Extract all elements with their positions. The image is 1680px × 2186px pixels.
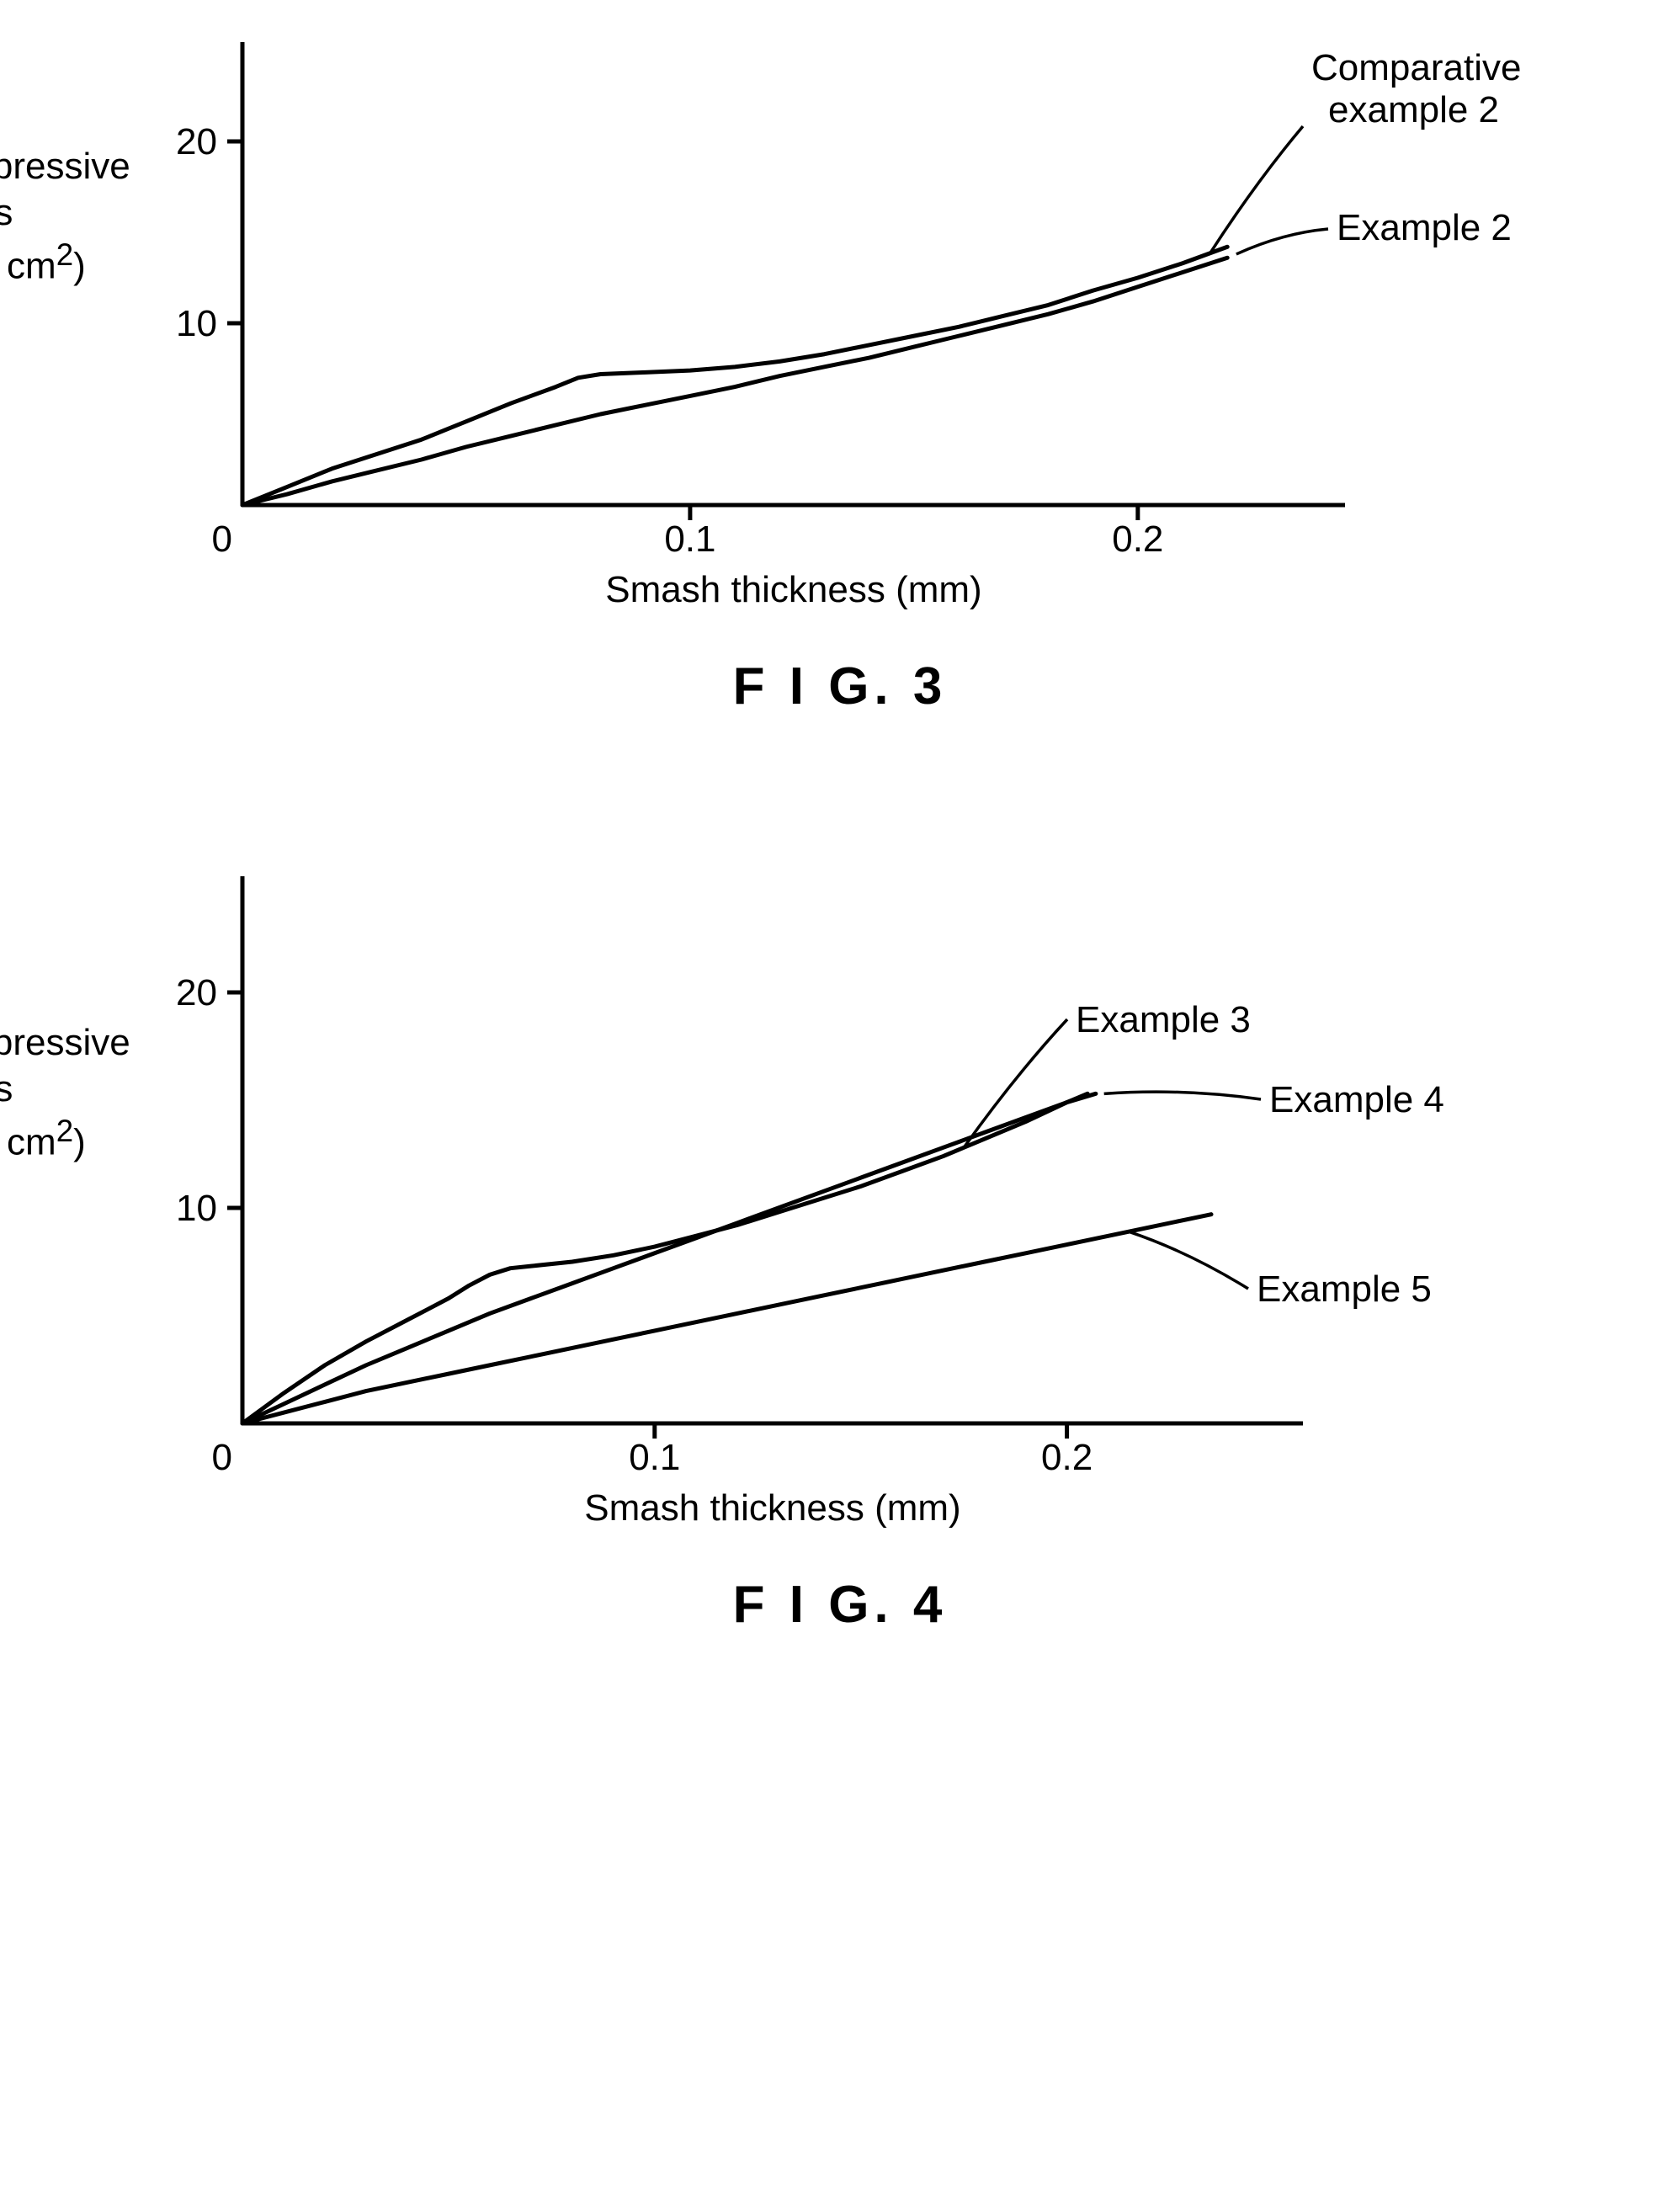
fig4-ylabel-post: ) <box>73 1122 86 1163</box>
leader-line <box>1104 1092 1261 1099</box>
fig4-caption: F I G. 4 <box>40 1575 1640 1635</box>
fig4-ylabel-line3: (kgf / cm2) <box>0 1112 167 1166</box>
figure-4: Compressive stress (kgf / cm2) 102000.10… <box>40 868 1640 1635</box>
fig4-chart: Compressive stress (kgf / cm2) 102000.10… <box>175 868 1640 1541</box>
fig3-caption: F I G. 3 <box>40 657 1640 716</box>
fig3-ylabel-post: ) <box>73 246 86 287</box>
fig3-ylabel-line2: stress <box>0 189 167 236</box>
fig3-chart: Compressive stress (kgf / cm2) 102000.10… <box>175 34 1640 623</box>
y-tick-label: 20 <box>176 121 217 162</box>
leader-line <box>964 1019 1067 1147</box>
series-label: Example 2 <box>1337 207 1512 248</box>
y-tick-label: 20 <box>176 972 217 1013</box>
figure-3: Compressive stress (kgf / cm2) 102000.10… <box>40 34 1640 716</box>
leader-line <box>1236 229 1328 254</box>
fig4-ylabel-line2: stress <box>0 1066 167 1112</box>
x-tick-label: 0.2 <box>1041 1437 1093 1478</box>
fig4-ylabel-pre: (kgf / cm <box>0 1122 56 1163</box>
x-axis-label: Smash thickness (mm) <box>605 569 981 610</box>
series-label: Comparative <box>1311 47 1521 88</box>
series-curve <box>242 1215 1211 1423</box>
fig3-ylabel-line1: Compressive <box>0 143 167 189</box>
x-tick-label: 0.1 <box>664 519 715 560</box>
series-label: Example 4 <box>1269 1079 1444 1120</box>
leader-line <box>1129 1231 1248 1289</box>
fig3-ylabel-line3: (kgf / cm2) <box>0 236 167 290</box>
y-tick-label: 10 <box>176 1188 217 1229</box>
x-tick-label: 0 <box>212 519 232 560</box>
fig3-ylabel-sup: 2 <box>56 237 73 272</box>
x-axis-label: Smash thickness (mm) <box>584 1487 960 1529</box>
fig3-ylabel: Compressive stress (kgf / cm2) <box>0 143 167 290</box>
series-label: Example 3 <box>1076 999 1251 1040</box>
series-label: Example 5 <box>1257 1269 1432 1310</box>
fig4-ylabel-line1: Compressive <box>0 1019 167 1066</box>
fig4-svg: 10 20 0 0.1 0.2 Smash thickness (mm) Example 3… <box>175 868 1564 1541</box>
fig3-svg: 10 20 0 0.1 0.2 Smash thickness (mm) Comparati… <box>175 34 1564 623</box>
x-tick-label: 0.2 <box>1112 519 1163 560</box>
x-tick-label: 0 <box>212 1437 232 1478</box>
x-tick-label: 0.1 <box>629 1437 680 1478</box>
fig4-ylabel: Compressive stress (kgf / cm2) <box>0 1019 167 1166</box>
fig4-ylabel-sup: 2 <box>56 1114 73 1148</box>
series-label: example 2 <box>1328 89 1499 130</box>
fig3-ylabel-pre: (kgf / cm <box>0 246 56 287</box>
y-tick-label: 10 <box>176 303 217 344</box>
